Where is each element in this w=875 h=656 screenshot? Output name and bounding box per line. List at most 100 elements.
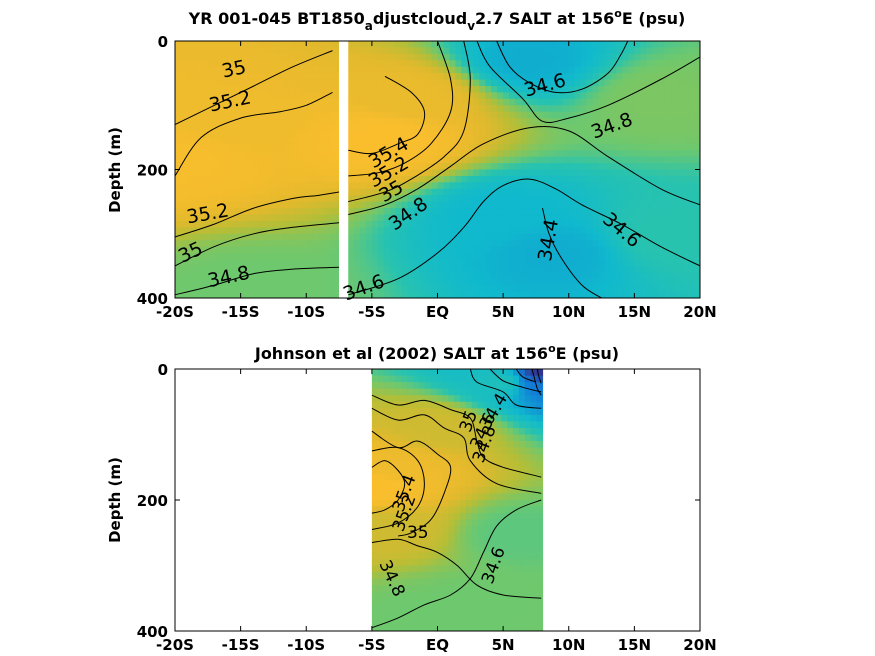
heatmap-cell [383, 519, 391, 527]
heatmap-cell [413, 208, 421, 216]
heatmap-cell [507, 558, 514, 567]
heatmap-cell [395, 454, 402, 462]
heatmap-cell [466, 486, 473, 495]
heatmap-cell [604, 60, 612, 68]
heatmap-cell [252, 66, 260, 74]
heatmap-cell [430, 454, 438, 462]
heatmap-cell [491, 175, 498, 183]
heatmap-cell [180, 291, 188, 298]
heatmap-cell [270, 175, 278, 183]
heatmap-cell [431, 53, 439, 61]
heatmap-cell [664, 105, 671, 113]
heatmap-cell [694, 92, 700, 100]
heatmap-cell [425, 227, 433, 235]
heatmap-cell [401, 208, 409, 216]
heatmap-cell [592, 259, 600, 267]
heatmap-cell [175, 47, 182, 55]
heatmap-cell [413, 240, 421, 248]
heatmap-cell [180, 163, 188, 171]
heatmap-cell [485, 278, 492, 286]
heatmap-cell [477, 624, 485, 631]
heatmap-cell [348, 291, 355, 298]
heatmap-cell [264, 92, 272, 100]
heatmap-cell [485, 130, 492, 138]
heatmap-cell [628, 278, 635, 286]
heatmap-cell [401, 539, 408, 547]
heatmap-cell [524, 447, 532, 455]
heatmap-cell [228, 259, 236, 267]
heatmap-cell [646, 246, 653, 254]
heatmap-cell [401, 473, 408, 481]
heatmap-cell [324, 137, 331, 145]
heatmap-cell [592, 92, 600, 100]
heatmap-cell [598, 47, 606, 55]
heatmap-cell [497, 85, 504, 93]
heatmap-cell [515, 278, 522, 286]
heatmap-cell [568, 259, 576, 267]
heatmap-cell [454, 395, 461, 403]
heatmap-cell [455, 66, 462, 74]
heatmap-cell [186, 98, 194, 106]
heatmap-cell [461, 272, 468, 280]
heatmap-cell [365, 246, 373, 254]
heatmap-cell [371, 265, 379, 273]
heatmap-cell [460, 473, 467, 481]
heatmap-cell [580, 265, 588, 273]
heatmap-cell [234, 92, 242, 100]
heatmap-cell [604, 285, 612, 293]
heatmap-cell [300, 98, 307, 106]
heatmap-cell [264, 41, 272, 49]
heatmap-cell [413, 460, 420, 468]
heatmap-cell [312, 195, 319, 203]
heatmap-cell [501, 500, 508, 508]
heatmap-cell [568, 143, 576, 151]
heatmap-cell [186, 188, 194, 196]
heatmap-cell [353, 259, 361, 267]
heatmap-cell [413, 480, 420, 488]
heatmap-cell [210, 47, 218, 55]
heatmap-cell [489, 467, 497, 475]
heatmap-cell [449, 53, 456, 61]
heatmap-cell [175, 66, 182, 74]
heatmap-cell [377, 591, 385, 599]
heatmap-cell [430, 434, 438, 442]
heatmap-cell [592, 79, 600, 87]
heatmap-cell [407, 79, 415, 87]
heatmap-cell [518, 598, 526, 606]
heatmap-cell [240, 201, 248, 209]
heatmap-cell [419, 259, 427, 267]
heatmap-cell [383, 272, 391, 280]
heatmap-cell [628, 208, 635, 216]
heatmap-cell [460, 382, 467, 390]
heatmap-cell [389, 201, 397, 209]
heatmap-cell [503, 156, 510, 164]
heatmap-cell [246, 233, 254, 241]
heatmap-cell [652, 246, 659, 254]
heatmap-cell [688, 143, 695, 151]
heatmap-cell [521, 259, 528, 267]
heatmap-cell [449, 285, 456, 293]
heatmap-cell [455, 220, 462, 228]
heatmap-cell [652, 253, 659, 261]
heatmap-cell [204, 272, 212, 280]
heatmap-cell [461, 240, 468, 248]
heatmap-cell [664, 278, 671, 286]
heatmap-cell [483, 395, 491, 403]
heatmap-cell [192, 73, 200, 81]
heatmap-cell [216, 291, 224, 298]
heatmap-cell [330, 278, 337, 286]
heatmap-cell [532, 291, 540, 298]
heatmap-cell [518, 473, 526, 481]
heatmap-cell [524, 585, 532, 593]
heatmap-cell [413, 447, 420, 455]
heatmap-cell [507, 598, 514, 606]
heatmap-cell [518, 552, 526, 560]
heatmap-cell [509, 233, 516, 241]
heatmap-cell [300, 169, 307, 177]
heatmap-cell [485, 195, 492, 203]
heatmap-cell [222, 240, 230, 248]
heatmap-cell [353, 201, 361, 209]
heatmap-cell [670, 240, 677, 248]
heatmap-cell [431, 175, 439, 183]
